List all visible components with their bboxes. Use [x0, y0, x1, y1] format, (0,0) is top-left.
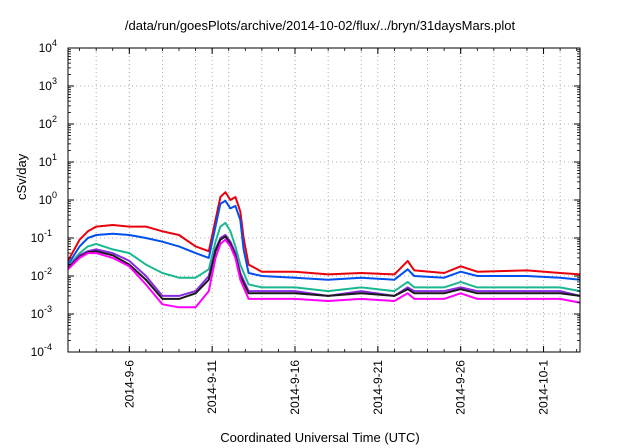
- chart-title: /data/run/goesPlots/archive/2014-10-02/f…: [124, 18, 516, 33]
- x-tick-label: 2014-9-26: [454, 360, 468, 415]
- y-tick-label: 10-3: [31, 304, 52, 321]
- x-tick-label: 2014-9-16: [288, 360, 302, 415]
- y-tick-label: 101: [39, 152, 57, 169]
- y-tick-label: 100: [39, 190, 57, 207]
- x-tick-label: 2014-9-6: [122, 360, 136, 408]
- x-tick-label: 2014-9-11: [205, 360, 219, 414]
- series-line-5: [67, 235, 581, 300]
- series-line-6: [67, 238, 581, 309]
- x-tick-label: 2014-9-21: [371, 360, 385, 415]
- x-ticks: 2014-9-6 2014-9-11 2014-9-16 2014-9-21 2014-…: [79, 48, 578, 415]
- x-axis-label: Coordinated Universal Time (UTC): [220, 430, 420, 445]
- y-tick-label: 102: [39, 114, 57, 131]
- y-tick-label: 10-1: [31, 228, 52, 245]
- series-line-3: [67, 221, 581, 293]
- y-ticks: 10-4 10-3 10-2 10-1 100 101 102 103 104: [31, 38, 580, 359]
- series-group: [67, 191, 581, 309]
- series-line-1: [67, 191, 581, 276]
- y-tick-label: 103: [39, 76, 57, 93]
- grid: [68, 48, 580, 352]
- y-tick-label: 104: [39, 38, 57, 55]
- x-tick-label: 2014-10-1: [537, 360, 551, 415]
- y-tick-label: 10-4: [31, 342, 52, 359]
- y-tick-label: 10-2: [31, 266, 52, 283]
- series-line-2: [67, 199, 581, 281]
